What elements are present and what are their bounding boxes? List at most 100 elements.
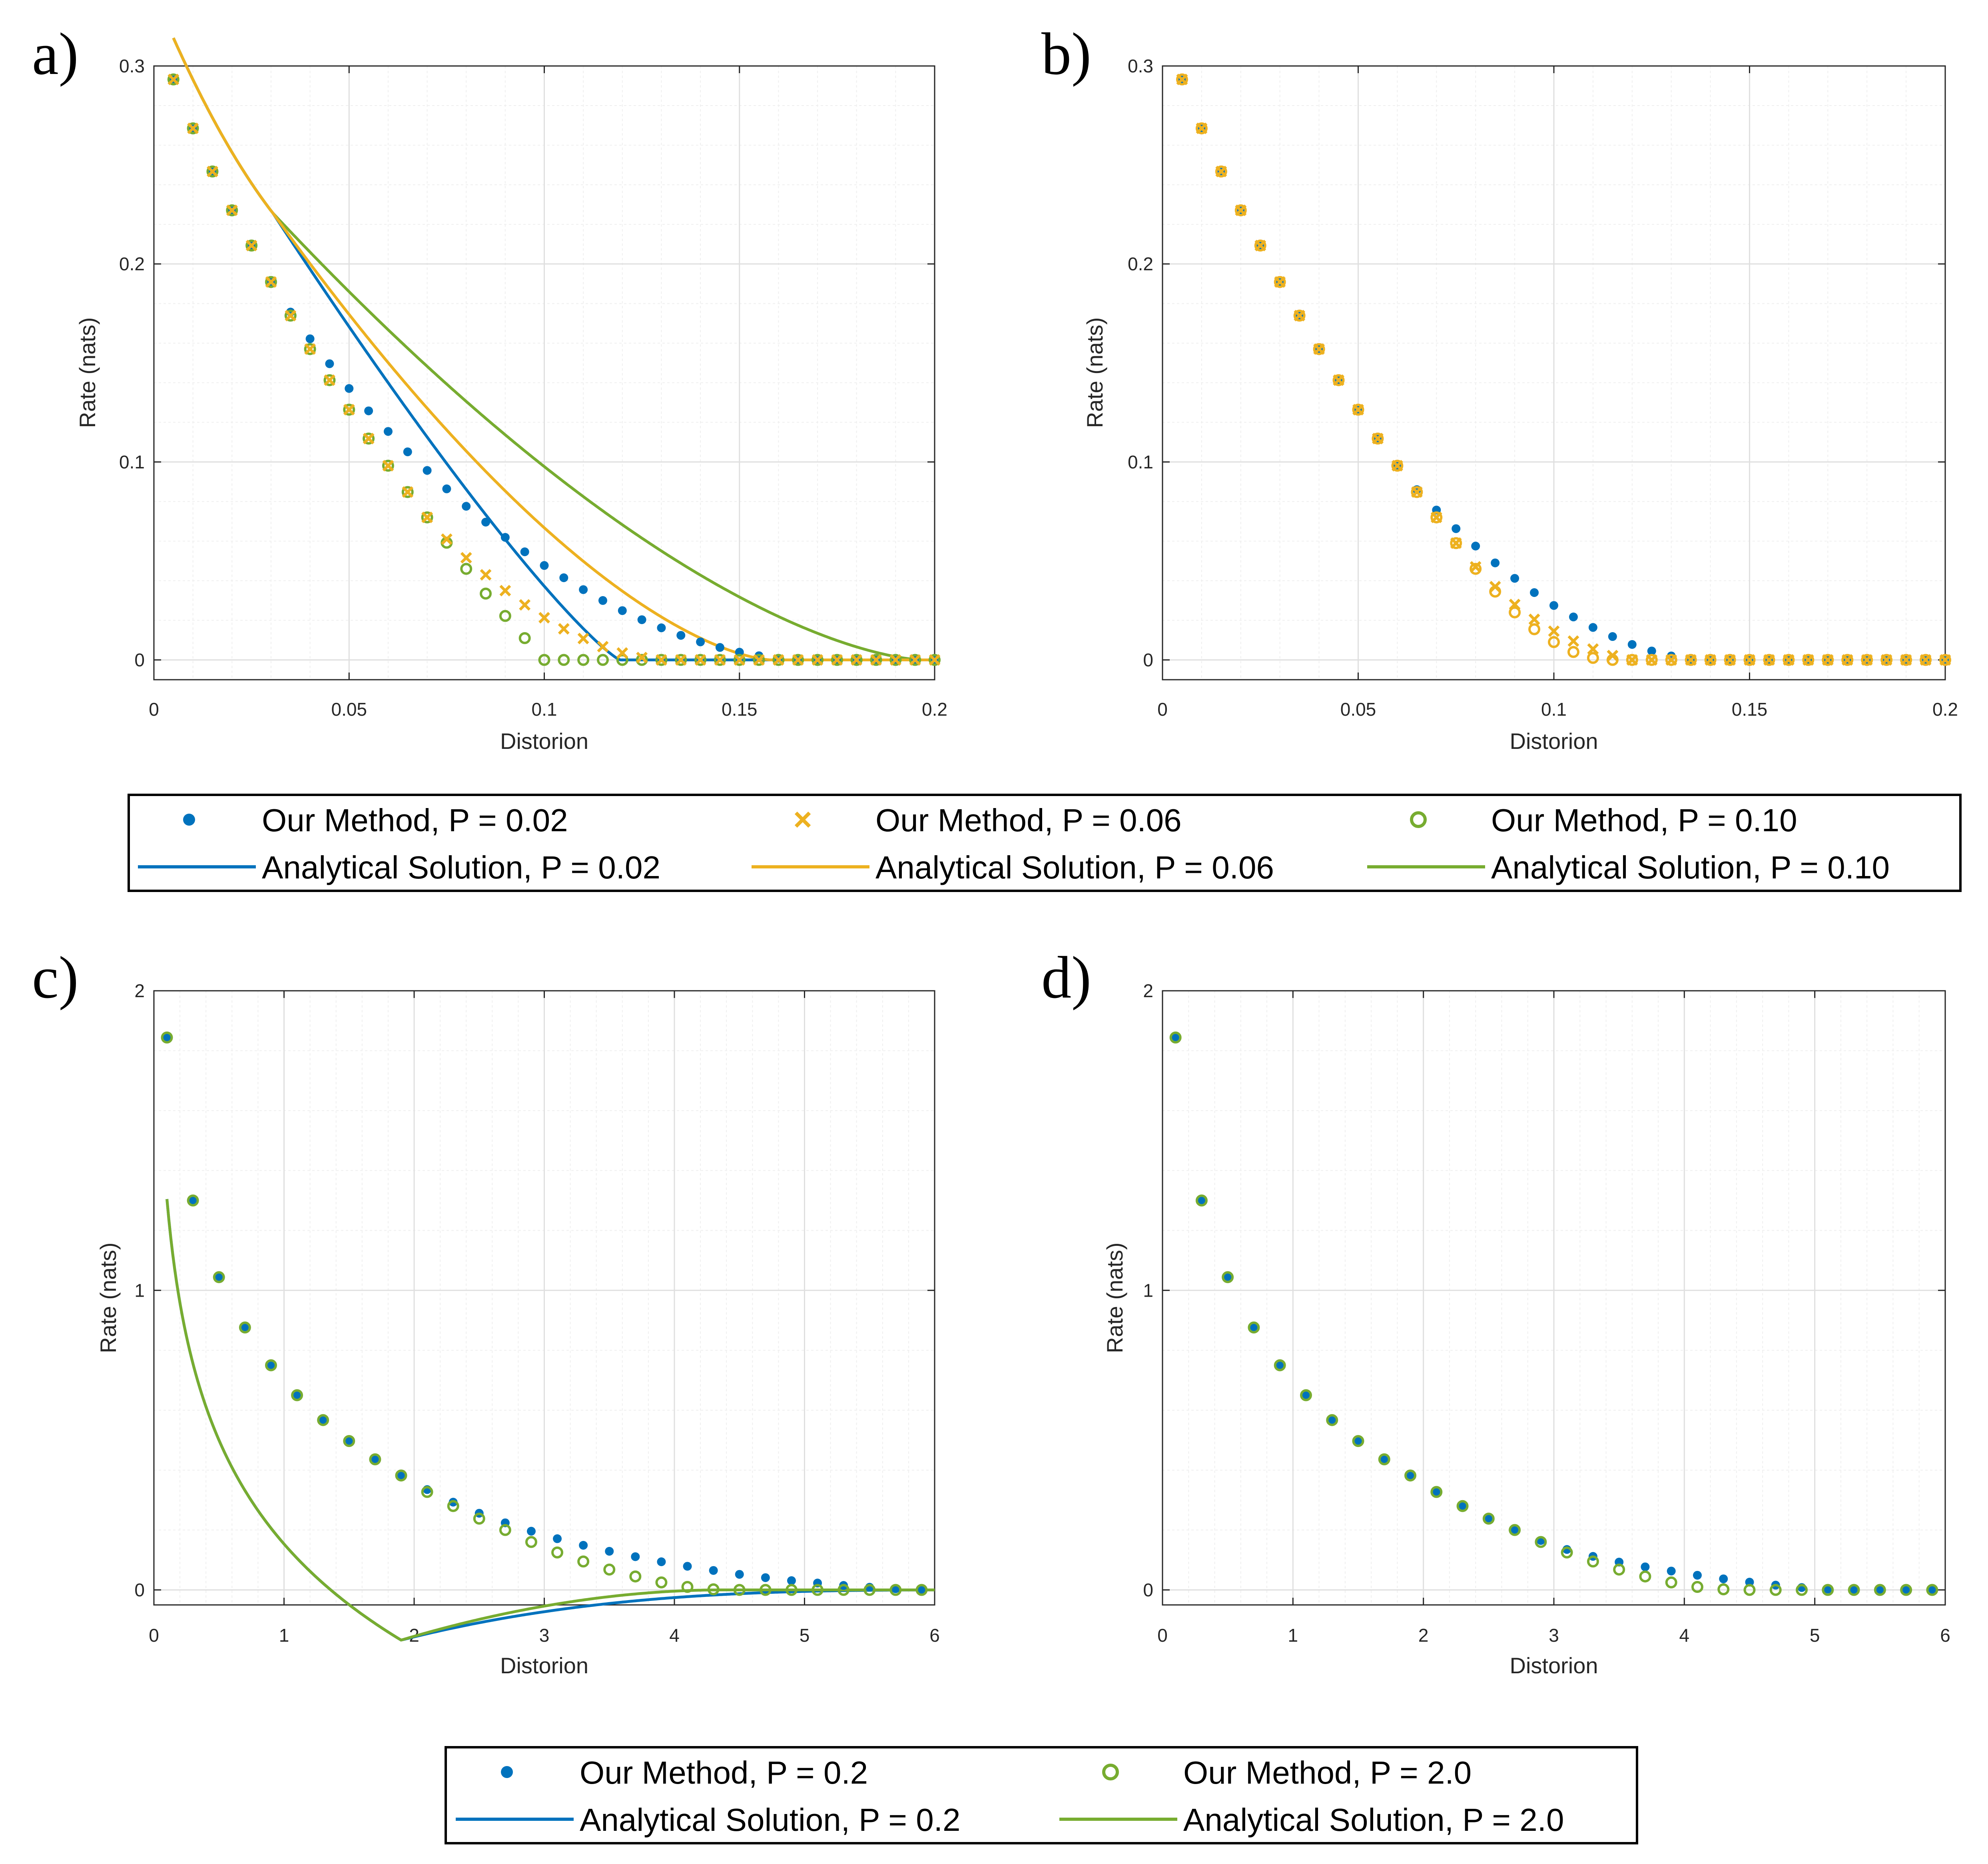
data-point	[1275, 1361, 1284, 1370]
data-point	[1491, 558, 1500, 567]
data-point	[1458, 1501, 1467, 1511]
x-axis-label: Distorion	[500, 1653, 588, 1678]
data-point	[1587, 1555, 1599, 1568]
data-point	[371, 1455, 380, 1464]
panel-letter: d)	[1041, 944, 1091, 1011]
data-point	[285, 309, 297, 321]
data-point	[265, 276, 277, 288]
legend-label: Our Method, P = 2.0	[1183, 1755, 1472, 1790]
data-point	[383, 427, 393, 436]
panel-a: 0 0.05 0.1 0.15 0.2 0 0.1 0.2 0.3 Distorion Rate (…	[32, 21, 947, 754]
data-point	[442, 484, 451, 493]
data-point	[785, 1584, 798, 1596]
data-point	[1874, 1584, 1886, 1596]
data-point	[1691, 1581, 1703, 1593]
data-point	[761, 1573, 770, 1582]
data-point	[551, 1546, 564, 1559]
data-point	[239, 1321, 251, 1334]
x-tick-label: 0.2	[922, 699, 947, 720]
legend-label: Analytical Solution, P = 0.2	[580, 1802, 960, 1838]
data-point	[1763, 654, 1775, 666]
data-point	[1704, 654, 1717, 666]
data-point	[683, 1562, 692, 1571]
data-point	[1548, 636, 1560, 648]
data-point	[863, 1584, 876, 1596]
data-point	[553, 1534, 562, 1543]
data-point	[579, 585, 588, 594]
legend-entry: Our Method, P = 0.02	[183, 802, 568, 838]
data-point	[1300, 1389, 1312, 1401]
data-point	[1641, 1562, 1650, 1571]
data-point	[733, 1584, 746, 1596]
data-point	[1509, 1524, 1521, 1536]
data-point	[1380, 1455, 1389, 1464]
data-point	[558, 654, 570, 666]
data-point	[1352, 403, 1364, 416]
y-axis-label: Rate (nats)	[96, 1243, 121, 1353]
data-point	[1293, 309, 1306, 322]
legend-entry: Our Method, P = 0.2	[501, 1755, 868, 1790]
data-point	[1796, 1584, 1808, 1596]
series-line-green	[166, 1199, 935, 1642]
series-line-green	[172, 37, 935, 661]
data-point	[1406, 1471, 1415, 1480]
data-point	[616, 647, 628, 659]
data-point	[1875, 1585, 1884, 1595]
data-point	[382, 459, 394, 472]
data-point	[363, 432, 375, 445]
series-circle-green	[161, 1031, 928, 1596]
x-tick-label: 0.15	[722, 699, 758, 720]
data-point	[1848, 1584, 1860, 1596]
data-point	[915, 1584, 928, 1596]
x-tick-label: 1	[1288, 1625, 1298, 1646]
data-series	[1169, 1031, 1938, 1596]
data-point	[734, 654, 746, 666]
data-point	[837, 1584, 850, 1596]
data-point	[526, 1527, 536, 1536]
analytical-curve	[172, 37, 935, 661]
y-tick-label: 0.2	[1128, 253, 1153, 274]
legend-entry: Our Method, P = 0.10	[1410, 802, 1797, 838]
data-point	[1647, 647, 1656, 656]
data-point	[759, 1584, 772, 1596]
data-point	[1249, 1323, 1258, 1332]
data-point	[675, 654, 687, 666]
data-point	[1822, 654, 1834, 666]
data-point	[1404, 1469, 1417, 1482]
legend-entry: Our Method, P = 2.0	[1102, 1755, 1472, 1790]
data-point	[284, 309, 297, 322]
data-point	[1197, 1196, 1206, 1205]
data-point	[1587, 652, 1599, 664]
data-point	[870, 654, 882, 666]
legend-label: Analytical Solution, P = 0.06	[875, 850, 1274, 885]
data-point	[1248, 1321, 1260, 1334]
data-point	[293, 1391, 302, 1400]
data-point	[889, 654, 902, 666]
data-point	[473, 1513, 485, 1525]
data-point	[188, 1196, 197, 1205]
data-point	[1900, 1584, 1912, 1596]
data-point	[1928, 1585, 1937, 1595]
data-point	[1372, 432, 1384, 445]
data-point	[714, 654, 726, 666]
x-tick-label: 4	[1679, 1625, 1690, 1646]
data-point	[709, 1566, 718, 1575]
data-point	[1222, 1271, 1234, 1283]
data-point	[1926, 1584, 1938, 1596]
y-axis-label: Rate (nats)	[1102, 1243, 1127, 1353]
data-point	[1608, 632, 1617, 641]
data-point	[403, 447, 412, 457]
data-point	[161, 1031, 173, 1044]
panel-b: 0 0.05 0.1 0.15 0.2 0 0.1 0.2 0.3 Distorion Rate (…	[1041, 21, 1958, 754]
y-tick-label: 2	[134, 980, 145, 1001]
series-circle-orange	[1176, 73, 1951, 666]
data-point	[1849, 1585, 1858, 1595]
data-point	[1430, 511, 1443, 523]
data-point	[1456, 1500, 1469, 1512]
data-point	[909, 654, 921, 666]
data-point	[538, 654, 550, 666]
data-point	[1301, 1391, 1310, 1400]
legend-entry: Analytical Solution, P = 0.10	[1367, 850, 1890, 885]
data-point	[681, 1581, 694, 1593]
data-point	[364, 406, 373, 415]
